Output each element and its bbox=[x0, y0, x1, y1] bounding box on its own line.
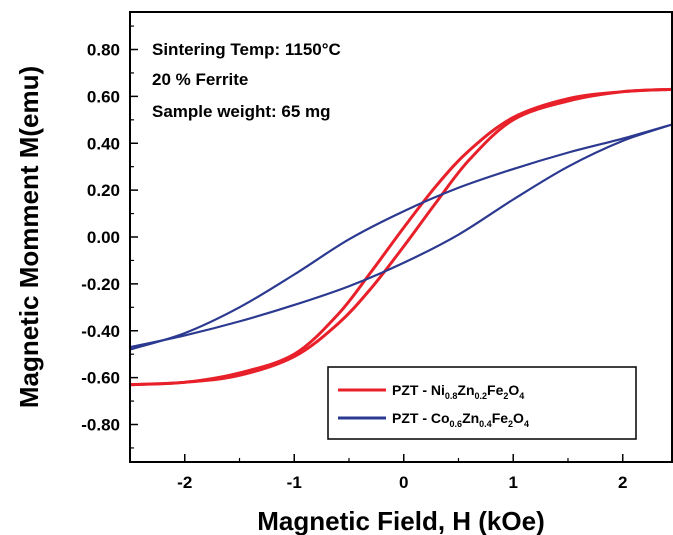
x-tick-label: -2 bbox=[177, 473, 192, 492]
legend-box bbox=[327, 366, 637, 440]
legend-label-0: PZT - Ni0.8Zn0.2Fe2O4 bbox=[392, 382, 524, 401]
x-tick-label: 2 bbox=[618, 473, 627, 492]
tick-labels: -2 -1 0 1 2 0.80 0.60 0.40 0.20 0.00 -0.20 -0.40 -0.… bbox=[81, 41, 627, 493]
x-tick-label: -1 bbox=[287, 473, 302, 492]
annotation-sample-weight: Sample weight: 65 mg bbox=[152, 102, 331, 121]
series-0-branch-0 bbox=[130, 87, 672, 387]
series-layer bbox=[130, 87, 672, 387]
x-tick-label: 0 bbox=[399, 473, 408, 492]
y-tick-label: -0.80 bbox=[81, 416, 120, 435]
y-tick-label: -0.60 bbox=[81, 369, 120, 388]
legend: PZT - Ni0.8Zn0.2Fe2O4 PZT - Co0.6Zn0.4Fe2… bbox=[327, 366, 637, 440]
y-axis-title: Magnetic Momment M(emu) bbox=[14, 66, 44, 408]
y-tick-label: 0.40 bbox=[87, 134, 120, 153]
x-tick-label: 1 bbox=[508, 473, 517, 492]
y-tick-label: 0.60 bbox=[87, 87, 120, 106]
series-1-branch-0 bbox=[130, 123, 672, 349]
y-tick-label: -0.40 bbox=[81, 322, 120, 341]
annotation-sintering-temp: Sintering Temp: 1150°C bbox=[152, 40, 341, 59]
y-tick-label: -0.20 bbox=[81, 275, 120, 294]
y-tick-label: 0.00 bbox=[87, 228, 120, 247]
y-tick-label: 0.20 bbox=[87, 181, 120, 200]
legend-label-1: PZT - Co0.6Zn0.4Fe2O4 bbox=[392, 410, 529, 429]
ticks-layer bbox=[129, 25, 624, 462]
annotation-ferrite-percent: 20 % Ferrite bbox=[152, 70, 248, 89]
series-0-branch-1 bbox=[130, 87, 672, 387]
x-axis-title: Magnetic Field, H (kOe) bbox=[257, 506, 545, 535]
y-tick-label: 0.80 bbox=[87, 41, 120, 60]
series-1-branch-1 bbox=[130, 123, 672, 351]
